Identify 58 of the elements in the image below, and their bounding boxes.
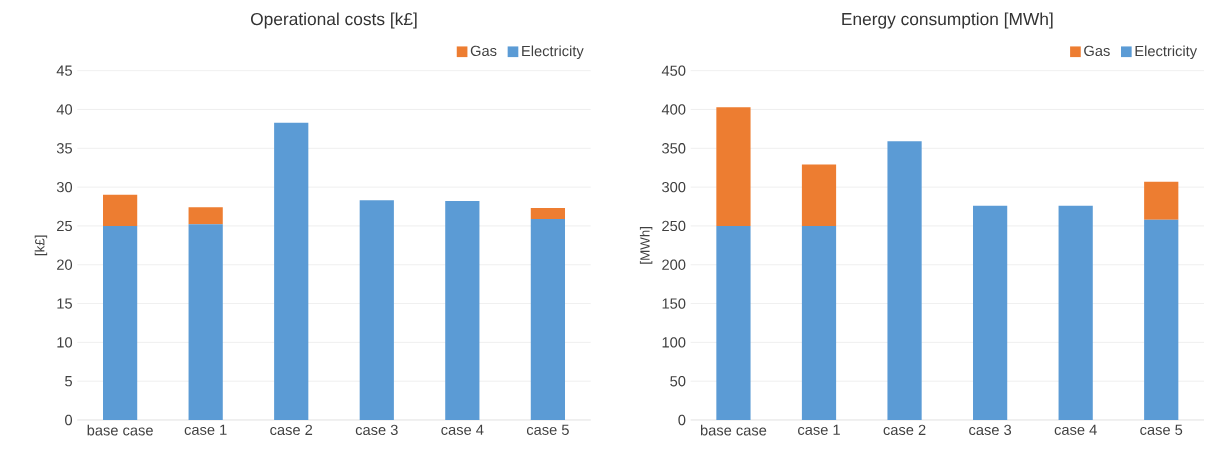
y-tick-label: 40 [56,104,73,115]
y-tick-label: 0 [678,414,686,426]
chart-title: Operational costs [k£] [251,12,417,29]
y-tick-label: 15 [57,298,72,309]
bar [716,225,751,420]
y-tick-label: 25 [57,220,72,232]
bar [188,207,223,225]
y-tick-label: 400 [661,104,686,115]
x-tick-label: case 4 [441,424,484,435]
x-tick-label: case 5 [1140,424,1183,435]
y-tick-label: 150 [662,298,686,309]
x-tick-label: case 4 [1054,424,1097,435]
x-tick-label: base case [87,424,153,436]
y-tick-label: 0 [65,414,73,426]
bar [887,141,922,420]
y-tick-label: 20 [57,259,73,270]
y-tick-label: 250 [662,220,686,232]
y-tick-label: 50 [670,376,686,387]
x-tick-label: case 3 [355,424,398,436]
x-tick-label: case 5 [526,424,569,435]
y-tick-label: 30 [56,181,73,193]
chart-title: Energy consumption [MWh] [842,12,1053,29]
bar [274,122,309,420]
legend-label: Gas [470,45,497,57]
y-tick-label: 350 [662,143,686,154]
bar [530,208,566,219]
bar [103,194,138,226]
bar [530,218,566,420]
bar [716,107,751,226]
y-tick-label: 100 [662,337,686,348]
legend-label: Electricity [1135,45,1198,60]
legend-label: Electricity [522,45,584,60]
bar [1144,181,1179,220]
bar [103,225,138,420]
x-tick-label: base case [700,424,767,436]
bar [1144,219,1179,420]
legend-label: Gas [1084,45,1110,57]
x-tick-label: case 2 [883,424,926,436]
bar [359,200,394,420]
y-tick-label: 450 [661,65,686,76]
bar [973,205,1008,420]
bar [801,225,837,420]
y-tick-label: 35 [56,143,72,154]
x-tick-label: case 1 [184,424,227,435]
x-tick-label: case 2 [270,424,313,436]
y-tick-label: 5 [65,376,72,387]
bar [1058,205,1093,420]
bar [188,224,223,420]
y-axis-title: [MWh] [639,227,653,264]
x-tick-label: case 3 [969,424,1012,436]
y-tick-label: 300 [662,181,686,193]
y-axis-title: [k£] [34,235,48,256]
y-tick-label: 10 [57,337,73,348]
bar [801,164,837,226]
y-tick-label: 200 [662,259,686,270]
x-tick-label: case 1 [798,424,840,435]
bar [445,201,480,420]
y-tick-label: 45 [56,65,72,76]
